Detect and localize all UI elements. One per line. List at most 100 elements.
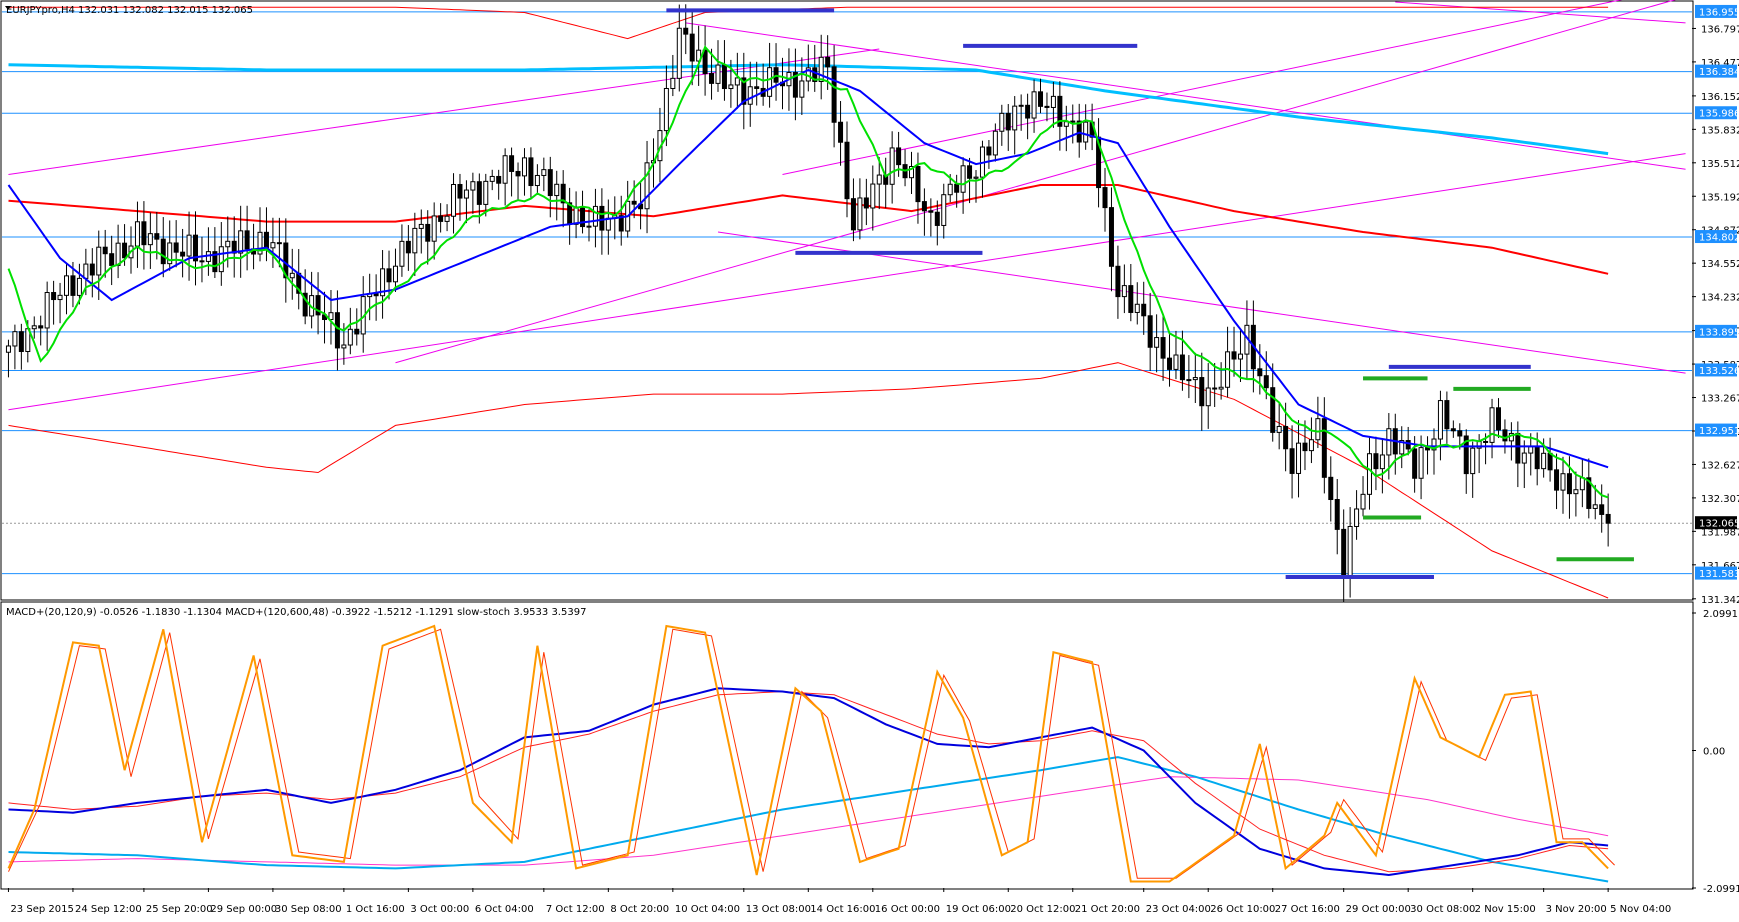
candle-body: [44, 292, 50, 329]
candle-body: [754, 86, 760, 89]
indicator-title: MACD+(20,120,9) -0.0526 -1.1830 -1.1304 …: [6, 607, 586, 618]
bb-lower-line: [8, 362, 1609, 599]
candle-body: [12, 331, 18, 347]
time-tick-label: 3 Nov 20:00: [1546, 904, 1607, 915]
trendline[interactable]: [8, 153, 1686, 411]
trendline[interactable]: [1395, 1, 1686, 24]
candle-body: [857, 197, 863, 231]
candle-body: [631, 200, 637, 205]
candle-body: [154, 233, 160, 240]
trendline[interactable]: [8, 48, 880, 176]
candle-body: [960, 165, 966, 193]
candle-body: [670, 77, 676, 89]
candle-body: [225, 240, 231, 248]
indicator-tick-label: 2.0991: [1703, 609, 1738, 620]
candle-body: [934, 211, 940, 226]
time-tick-label: 2 Nov 15:00: [1475, 904, 1536, 915]
candle-body: [96, 246, 102, 276]
candle-body: [1586, 477, 1592, 509]
candle-body: [599, 205, 605, 231]
candle-body: [1108, 207, 1114, 267]
trendline[interactable]: [395, 0, 1685, 364]
candle-body: [1366, 453, 1372, 495]
candle-body: [1115, 265, 1121, 298]
candle-body: [1154, 337, 1160, 348]
trendline[interactable]: [717, 231, 1686, 374]
indicator-tick-label: 0.00: [1703, 747, 1725, 758]
candle-body: [509, 155, 515, 172]
candle-body: [1515, 432, 1521, 464]
time-tick-label: 19 Oct 06:00: [946, 904, 1011, 915]
candle-body: [618, 215, 624, 232]
candle-body: [1076, 120, 1082, 143]
candle-body: [1360, 493, 1366, 510]
candle-body: [180, 251, 186, 257]
candle-body: [270, 242, 276, 249]
candle-body: [1263, 375, 1269, 389]
candle-body: [496, 175, 502, 184]
level-tag-label: 136.384: [1699, 67, 1739, 78]
candle-body: [76, 277, 82, 296]
candle-body: [405, 240, 411, 254]
candle-body: [528, 157, 534, 187]
candle-body: [1012, 105, 1018, 131]
candle-body: [347, 328, 353, 346]
candle-body: [534, 174, 540, 187]
candle-body: [1057, 95, 1063, 127]
candle-body: [1321, 418, 1327, 478]
candle-body: [1399, 440, 1405, 455]
candle-body: [1018, 104, 1024, 107]
candle-body: [1412, 448, 1418, 479]
candle-body: [386, 268, 392, 283]
candle-body: [580, 206, 586, 228]
candle-body: [1521, 452, 1527, 464]
candle-body: [1554, 469, 1560, 491]
candle-body: [186, 234, 192, 257]
candle-body: [973, 176, 979, 179]
candle-body: [721, 64, 727, 90]
collapse-triangle-icon[interactable]: [5, 6, 11, 10]
candle-body: [521, 157, 527, 177]
price-tick-label: 132.307: [1701, 494, 1739, 505]
candle-body: [644, 162, 650, 210]
candle-body: [1141, 303, 1147, 317]
time-tick-label: 21 Oct 20:00: [1075, 904, 1140, 915]
indicator-pane: [7, 624, 1615, 883]
level-tag: [1695, 64, 1737, 78]
candle-body: [1121, 285, 1127, 298]
axes: 136.797 136.477 136.152 135.832 135.512 135.1…: [7, 4, 1739, 915]
candle-body: [850, 198, 856, 231]
time-tick-label: 30 Sep 08:00: [275, 904, 342, 915]
trendline[interactable]: [782, 0, 1685, 176]
time-tick-label: 26 Oct 10:00: [1210, 904, 1275, 915]
level-tag-label: 131.583: [1699, 569, 1739, 580]
candle-body: [1038, 91, 1044, 107]
time-tick-label: 10 Oct 04:00: [675, 904, 740, 915]
level-tag-label: 135.986: [1699, 109, 1739, 120]
candle-body: [1102, 187, 1108, 209]
candle-body: [1347, 525, 1353, 578]
trendline[interactable]: [685, 22, 1686, 170]
candle-body: [1528, 446, 1534, 454]
candle-body: [663, 87, 669, 132]
candle-body: [767, 67, 773, 97]
level-tag: [1695, 4, 1737, 18]
candle-body: [592, 205, 598, 227]
price-tick-label: 134.552: [1701, 259, 1739, 270]
candle-body: [392, 265, 398, 283]
candle-body: [1547, 452, 1553, 471]
candle-body: [676, 27, 682, 79]
candle-body: [825, 56, 831, 68]
candle-body: [276, 242, 282, 245]
candle-body: [844, 141, 850, 200]
macd-fast-line: [8, 687, 1609, 877]
candle-body: [425, 223, 431, 242]
time-tick-label: 8 Oct 20:00: [610, 904, 669, 915]
candle-body: [1315, 418, 1321, 441]
candle-body: [1179, 354, 1185, 381]
candle-body: [431, 215, 437, 242]
candle-body: [1334, 499, 1340, 530]
candle-body: [1560, 473, 1566, 491]
candle-body: [999, 112, 1005, 132]
candle-body: [1502, 429, 1508, 442]
